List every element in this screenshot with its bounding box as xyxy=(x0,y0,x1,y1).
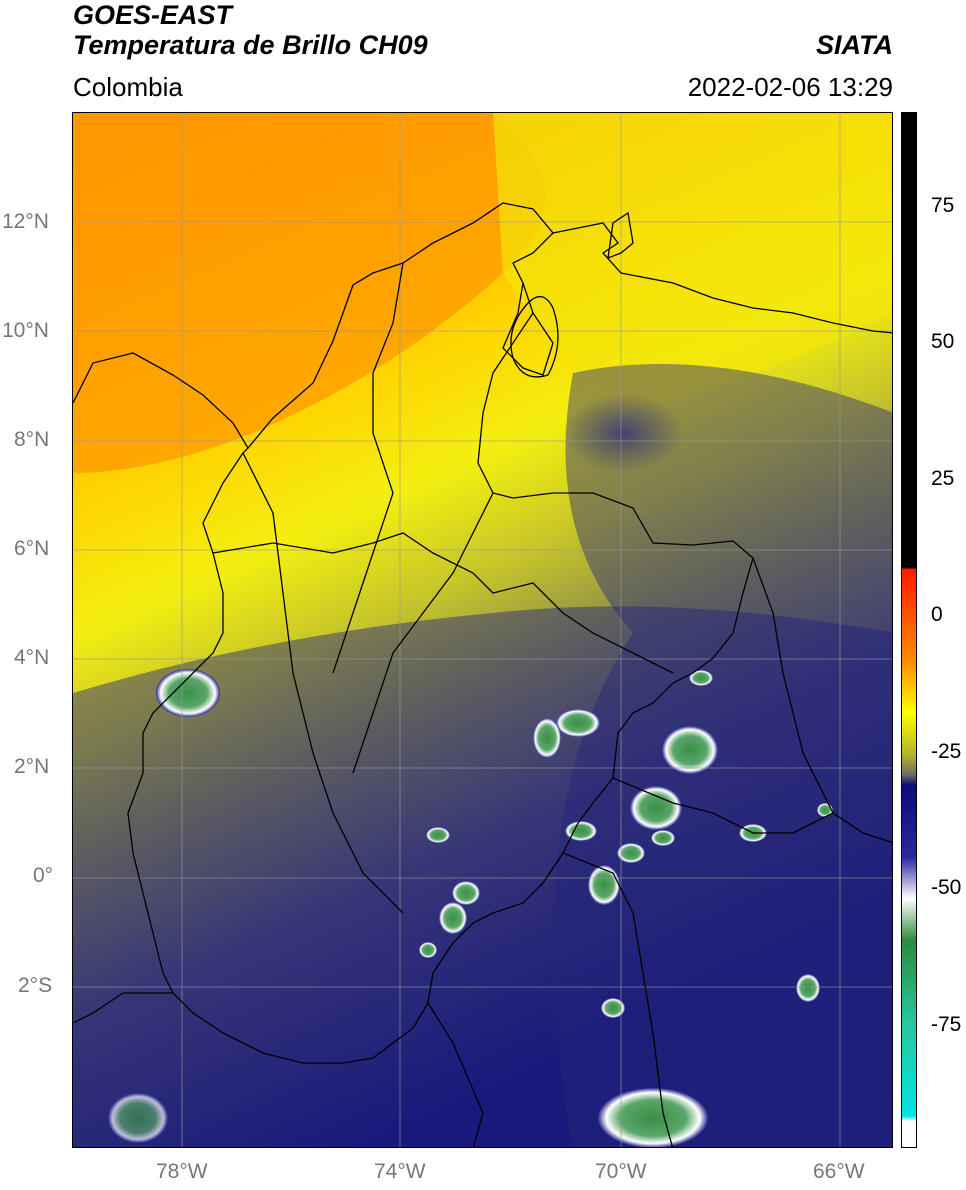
colorbar-gradient xyxy=(902,113,916,1147)
lake-maracaibo xyxy=(510,296,559,378)
political-borders xyxy=(73,202,892,1147)
colorbar-tick-0: 0 xyxy=(931,603,943,626)
lat-label-4n: 4°N xyxy=(14,646,50,669)
lat-label-10n: 10°N xyxy=(2,319,49,342)
lon-label-78w: 78°W xyxy=(156,1160,208,1183)
colorbar-tick-minus50: -50 xyxy=(931,876,962,899)
convective-cells xyxy=(108,669,833,1147)
graticule xyxy=(73,113,892,1147)
datetime-label: 2022-02-06 13:29 xyxy=(687,72,893,102)
colorbar-tick-50: 50 xyxy=(931,330,955,353)
brand-label: SIATA xyxy=(816,30,893,60)
lon-label-66w: 66°W xyxy=(813,1160,865,1183)
paraguana-peninsula xyxy=(607,211,634,260)
lat-label-2n: 2°N xyxy=(14,755,50,778)
colorbar-tick-25: 25 xyxy=(931,467,955,490)
colorbar-tick-75: 75 xyxy=(931,194,955,217)
lat-label-12n: 12°N xyxy=(2,210,49,233)
satellite-map[interactable] xyxy=(72,112,893,1148)
lat-label-8n: 8°N xyxy=(14,428,50,451)
lat-label-2s: 2°S xyxy=(18,974,53,997)
lon-label-74w: 74°W xyxy=(374,1160,426,1183)
colorbar-tick-minus75: -75 xyxy=(931,1013,962,1036)
lat-label-6n: 6°N xyxy=(14,537,50,560)
satellite-title: GOES-EAST xyxy=(73,0,233,30)
lon-label-70w: 70°W xyxy=(595,1160,647,1183)
colorbar xyxy=(901,112,917,1148)
region-label: Colombia xyxy=(73,72,183,102)
brightness-temperature-field xyxy=(73,113,892,1147)
lat-label-0: 0° xyxy=(33,864,54,887)
colorbar-tick-minus25: -25 xyxy=(931,740,962,763)
product-title: Temperatura de Brillo CH09 xyxy=(73,30,428,60)
